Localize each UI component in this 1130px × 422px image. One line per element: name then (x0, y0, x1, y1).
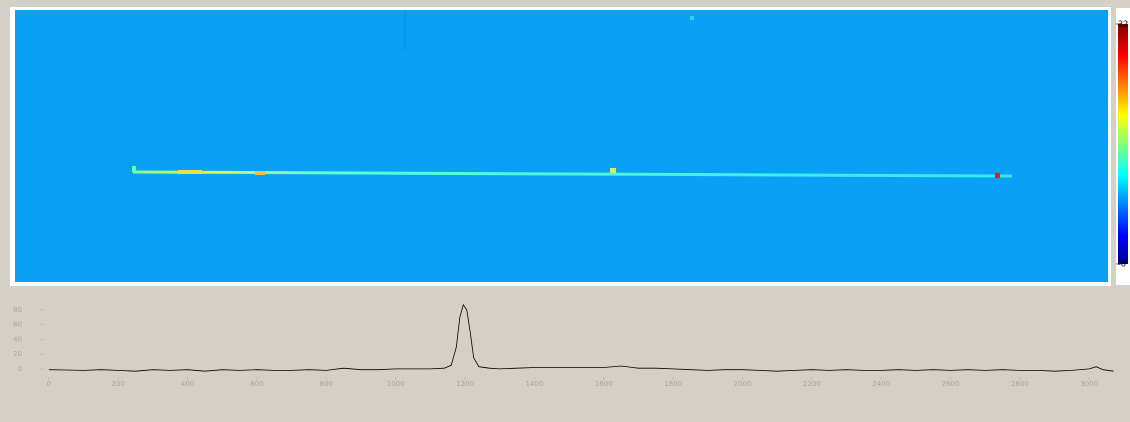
x-tick-label: 0 (47, 380, 51, 388)
y-tick-label: 40 (13, 335, 22, 343)
x-tick-label: 1600 (595, 380, 613, 388)
y-tick-label: 20 (13, 350, 22, 358)
x-tick-label: 800 (320, 380, 333, 388)
x-tick-label: 2800 (1011, 380, 1029, 388)
x-tick-label: 1800 (664, 380, 682, 388)
x-tick-label: 2200 (803, 380, 821, 388)
x-tick-label: 1400 (525, 380, 543, 388)
trace-spot (995, 173, 1000, 178)
x-tick-label: 2000 (734, 380, 752, 388)
trace-spot (255, 171, 265, 175)
trace-spot (690, 16, 694, 20)
y-tick-label: 0 (18, 365, 22, 373)
x-tick-label: 600 (250, 380, 263, 388)
trace-spot (132, 166, 136, 172)
trace-spot (178, 170, 202, 174)
y-tick-label: 60 (13, 321, 22, 329)
y-tick-label: 80 (13, 306, 22, 314)
x-tick-label: 2400 (872, 380, 890, 388)
image (15, 10, 1108, 282)
trace-spot (610, 168, 616, 173)
x-tick-label: 400 (181, 380, 194, 388)
colorbar-label: -8 (1118, 260, 1126, 269)
viewer: -832020406080020040060080010001200140016… (0, 0, 1130, 422)
x-tick-label: 1200 (456, 380, 474, 388)
colorbar-label: 32 (1118, 20, 1128, 29)
spectrum-line (49, 305, 1114, 371)
page: {"chart_data": [ {"type": "heatmap", "cl… (0, 0, 1130, 422)
colorbar (1118, 24, 1128, 264)
x-tick-label: 200 (112, 380, 125, 388)
x-tick-label: 3000 (1080, 380, 1098, 388)
x-tick-label: 2600 (942, 380, 960, 388)
x-tick-label: 1000 (387, 380, 405, 388)
